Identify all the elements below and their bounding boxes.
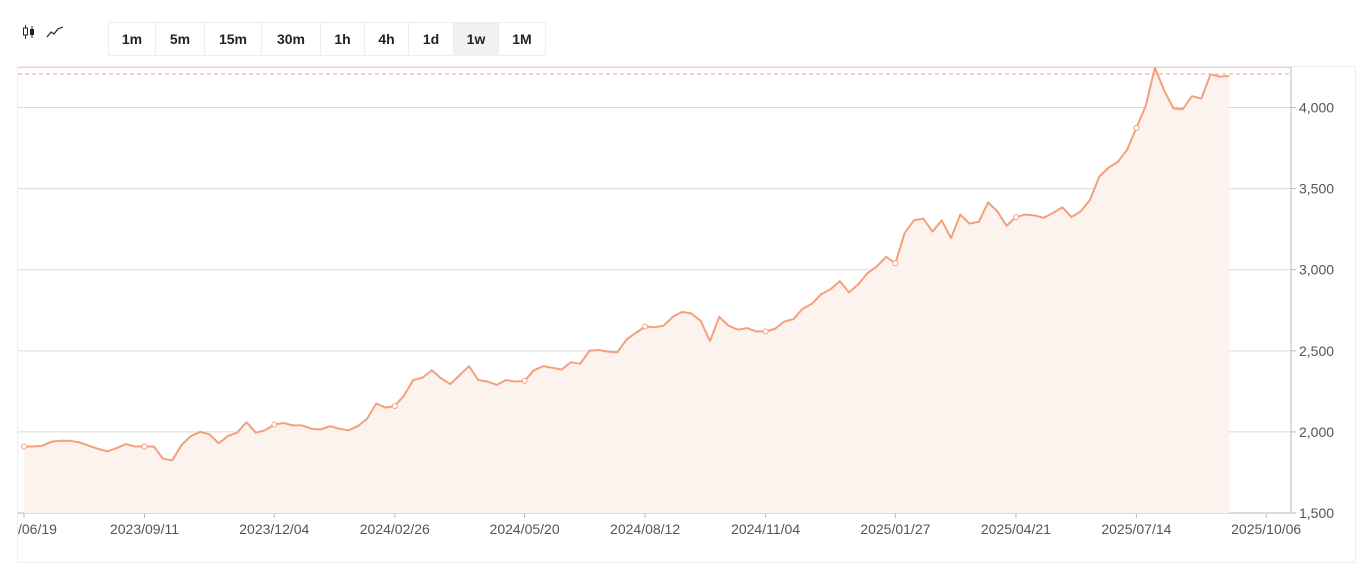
interval-1M-button[interactable]: 1M <box>512 31 532 47</box>
x-tick-label: 2025/10/06 <box>1231 521 1301 537</box>
data-point <box>1012 214 1019 221</box>
interval-1h-button[interactable]: 1h <box>321 23 365 55</box>
y-tick-label: 3,000 <box>1299 262 1334 278</box>
x-tick-label: 2023/09/11 <box>110 521 179 537</box>
data-point <box>21 443 27 450</box>
y-tick-label: 2,500 <box>1299 343 1334 359</box>
y-tick-label: 2,000 <box>1299 424 1334 440</box>
x-tick-label: 2024/11/04 <box>731 521 800 537</box>
interval-15m-button[interactable]: 15m <box>205 23 262 55</box>
data-point <box>762 328 769 335</box>
candlestick-icon[interactable] <box>18 22 40 42</box>
y-tick-label: 4,000 <box>1299 100 1334 116</box>
x-tick-label: 2025/01/27 <box>860 521 930 537</box>
x-tick-label: 2024/08/12 <box>610 521 680 537</box>
price-line <box>24 67 1230 462</box>
interval-1d-button[interactable]: 1d <box>409 23 454 55</box>
x-tick-label: 2025/07/14 <box>1101 521 1171 537</box>
x-tick-label: 2024/05/20 <box>490 521 560 537</box>
x-tick-label: 2024/02/26 <box>360 521 430 537</box>
x-tick-label: 2025/04/21 <box>981 521 1051 537</box>
data-point <box>1133 124 1140 131</box>
interval-1m-button[interactable]: 1m <box>109 23 156 55</box>
line-chart-icon[interactable] <box>44 22 66 42</box>
interval-4h-button[interactable]: 4h <box>365 23 409 55</box>
data-point <box>271 421 278 428</box>
interval-1w-button[interactable]: 1w <box>454 23 499 55</box>
interval-selector: 1m 5m 15m 30m 1h 4h 1d 1w 1M <box>108 22 546 56</box>
price-area <box>24 67 1230 514</box>
chart-frame[interactable]: 4206.491,5002,0002,5003,0003,5004,000/06… <box>17 66 1356 563</box>
interval-5m-button[interactable]: 5m <box>156 23 205 55</box>
data-point <box>642 323 649 330</box>
data-point <box>391 402 398 409</box>
data-point <box>521 377 528 384</box>
chart-type-switcher <box>18 22 66 42</box>
price-chart[interactable]: 4206.491,5002,0002,5003,0003,5004,000/06… <box>18 67 1357 564</box>
data-point <box>141 443 148 450</box>
x-tick-label: 2023/12/04 <box>239 521 309 537</box>
y-tick-label: 3,500 <box>1299 181 1334 197</box>
data-point <box>892 260 899 267</box>
y-tick-label: 1,500 <box>1299 505 1334 521</box>
interval-30m-button[interactable]: 30m <box>262 23 321 55</box>
x-tick-label: /06/19 <box>18 521 57 537</box>
